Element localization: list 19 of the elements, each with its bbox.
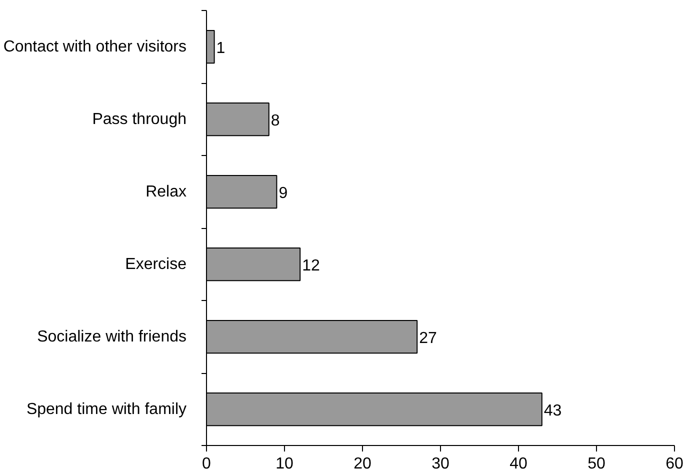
x-tick-label: 10 <box>276 456 294 471</box>
x-tick-label: 0 <box>202 456 212 471</box>
data-label: 43 <box>544 402 562 420</box>
x-tick-label: 60 <box>666 456 684 471</box>
y-tick-label: Relax <box>146 183 186 200</box>
y-tick-label: Socialize with friends <box>37 328 187 346</box>
x-tick-label: 30 <box>432 456 450 471</box>
y-tick-label: Spend time with family <box>26 400 186 418</box>
x-tick-label: 20 <box>354 456 372 471</box>
y-tick-label: Exercise <box>125 256 187 273</box>
data-label: 1 <box>216 40 226 57</box>
data-label: 8 <box>270 112 280 130</box>
data-label: 27 <box>419 330 437 347</box>
y-tick-label: Pass through <box>92 110 186 128</box>
x-tick-label: 50 <box>588 456 606 471</box>
x-tick-label: 40 <box>510 456 528 471</box>
data-label: 12 <box>302 257 320 274</box>
data-label: 9 <box>278 184 288 202</box>
y-tick-label: Contact with other visitors <box>3 38 187 56</box>
